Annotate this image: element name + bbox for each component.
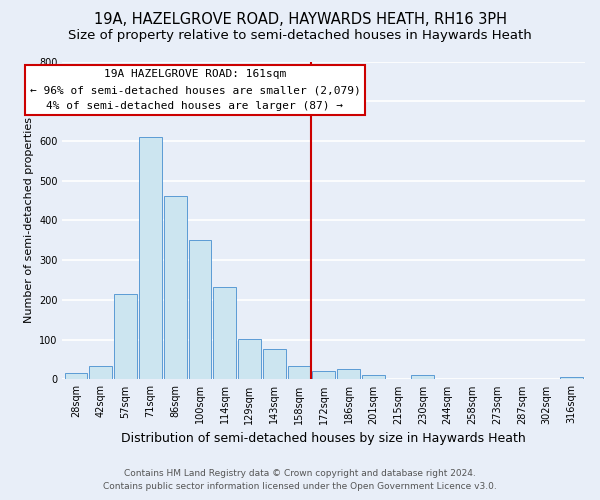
X-axis label: Distribution of semi-detached houses by size in Haywards Heath: Distribution of semi-detached houses by … [121,432,526,445]
Bar [412,376,434,380]
Text: Contains HM Land Registry data © Crown copyright and database right 2024.
Contai: Contains HM Land Registry data © Crown c… [103,469,497,491]
Bar [238,340,261,380]
Bar [188,240,211,380]
Bar [213,287,236,380]
Bar [287,366,310,380]
Bar [313,370,335,380]
Bar [560,378,583,380]
Bar [114,294,137,380]
Bar [139,137,162,380]
Bar [65,374,88,380]
Bar [362,376,385,380]
Bar [263,349,286,380]
Bar [461,378,484,380]
Text: Size of property relative to semi-detached houses in Haywards Heath: Size of property relative to semi-detach… [68,29,532,42]
Text: 19A, HAZELGROVE ROAD, HAYWARDS HEATH, RH16 3PH: 19A, HAZELGROVE ROAD, HAYWARDS HEATH, RH… [94,12,506,28]
Y-axis label: Number of semi-detached properties: Number of semi-detached properties [23,118,34,324]
Bar [89,366,112,380]
Text: 19A HAZELGROVE ROAD: 161sqm
← 96% of semi-detached houses are smaller (2,079)
4%: 19A HAZELGROVE ROAD: 161sqm ← 96% of sem… [29,70,361,110]
Bar [164,196,187,380]
Bar [337,370,360,380]
